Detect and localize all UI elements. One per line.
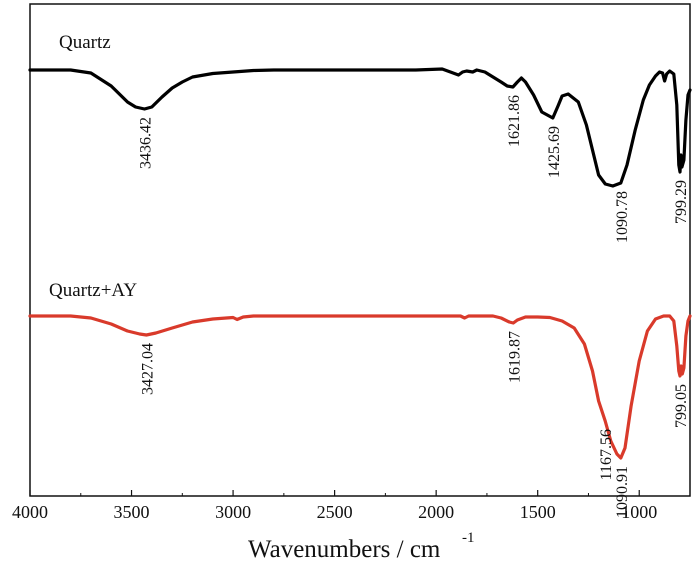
peak-label: 3436.42 xyxy=(138,117,155,169)
x-tick-label: 3500 xyxy=(114,502,150,522)
peak-labels: 3436.42 1621.86 1425.69 1090.78 799.29 3427.0… xyxy=(138,95,691,518)
plot-frame xyxy=(29,3,691,497)
x-tick-label: 4000 xyxy=(12,502,48,522)
x-tick-label: 3000 xyxy=(215,502,251,522)
peak-label: 799.29 xyxy=(673,180,690,224)
series-label-quartz: Quartz xyxy=(59,32,111,53)
peak-label: 1621.86 xyxy=(506,95,523,147)
peak-label: 1167.56 xyxy=(598,429,615,480)
x-tick-label: 1000 xyxy=(621,502,657,522)
x-axis-ticks: 4000 3500 3000 2500 2000 1500 1000 xyxy=(12,490,657,522)
spectra xyxy=(28,67,692,460)
x-axis-title: Wavenumbers / cm xyxy=(248,536,441,563)
peak-label: 1090.91 xyxy=(614,466,631,518)
peak-label: 1090.78 xyxy=(614,191,631,243)
peak-label: 799.05 xyxy=(673,384,690,428)
x-tick-label: 2000 xyxy=(418,502,454,522)
x-tick-label: 2500 xyxy=(317,502,353,522)
peak-label: 1619.87 xyxy=(506,331,523,383)
peak-label: 3427.04 xyxy=(139,343,156,395)
peak-label: 1425.69 xyxy=(546,126,563,178)
series-line-quartz xyxy=(28,67,692,188)
x-axis-title-superscript: -1 xyxy=(462,530,475,546)
series-label-quartz-ay: Quartz+AY xyxy=(49,280,137,301)
x-tick-label: 1500 xyxy=(520,502,556,522)
series-line-quartz-ay xyxy=(28,314,692,460)
